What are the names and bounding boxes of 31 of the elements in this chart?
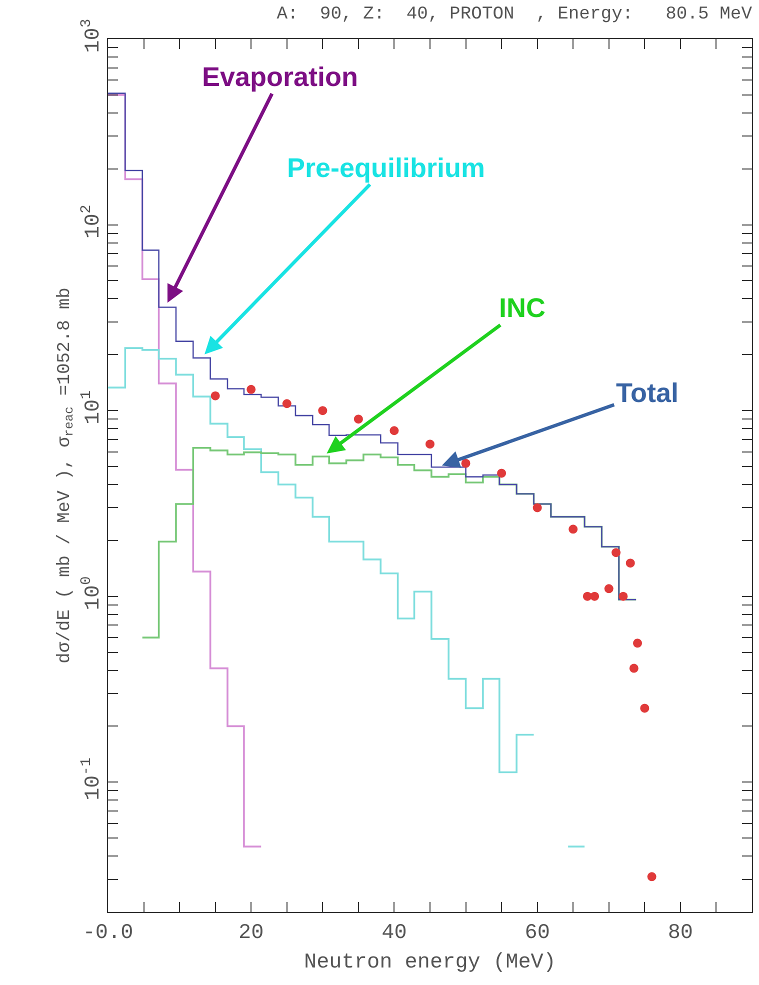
point [629, 664, 638, 673]
point [390, 426, 399, 436]
annotation: INC [499, 293, 546, 323]
annotation: Evaporation [202, 62, 358, 92]
point [604, 584, 614, 594]
x-axis-title: Neutron energy (MeV) [304, 951, 556, 974]
annotation: Pre-equilibrium [287, 153, 486, 183]
point [612, 548, 621, 558]
x-tick-label: 20 [238, 922, 264, 946]
point [282, 399, 292, 408]
point [532, 503, 542, 512]
point [647, 872, 656, 882]
point [426, 440, 434, 449]
point [210, 391, 220, 400]
x-tick-label: 40 [382, 922, 407, 946]
point [640, 704, 650, 713]
point [633, 638, 642, 648]
annotation: Total [616, 378, 678, 408]
point [626, 558, 635, 568]
point [354, 414, 363, 424]
x-tick-label: -0.0 [82, 922, 134, 946]
point [618, 592, 628, 601]
x-tick-label: 80 [668, 922, 694, 946]
point [497, 468, 506, 478]
point [461, 458, 470, 468]
point [568, 524, 578, 534]
chart-title: A: 90, Z: 40, PROTON , Energy: 80.5 MeV [276, 4, 752, 25]
x-tick-label: 60 [524, 922, 550, 946]
point [318, 406, 328, 416]
point [590, 592, 600, 601]
point [246, 384, 256, 394]
